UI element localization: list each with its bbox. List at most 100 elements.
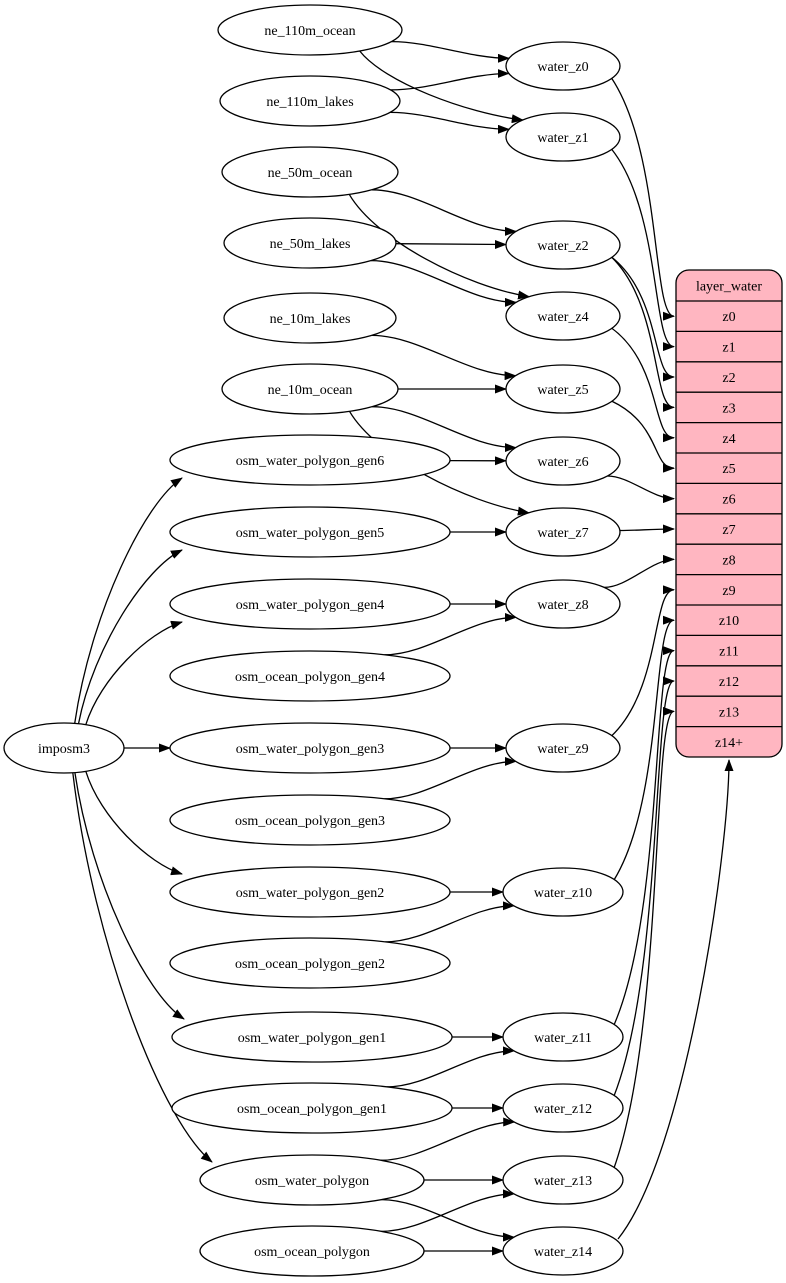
node-ne_10m_ocean: ne_10m_ocean (221, 363, 399, 415)
edge-water_z4-to-z4 (611, 327, 675, 443)
table-row-z13: z13 (719, 705, 739, 720)
node-label: water_z5 (537, 383, 588, 398)
node-label: ne_10m_lakes (270, 312, 351, 327)
node-water_z2: water_z2 (505, 220, 621, 270)
node-water_z10: water_z10 (502, 867, 624, 917)
node-label: water_z6 (537, 455, 588, 470)
node-label: osm_water_polygon (255, 1174, 369, 1189)
edge-water_z6-to-z6 (607, 475, 675, 504)
node-ne_110m_lakes: ne_110m_lakes (219, 75, 401, 127)
edge-water_z1-to-z1 (610, 148, 675, 352)
table-row-z0: z0 (722, 310, 735, 325)
node-ellipse (199, 1154, 425, 1206)
node-label: osm_water_polygon_gen6 (236, 454, 385, 469)
node-label: water_z14 (534, 1245, 592, 1260)
node-ellipse (502, 1155, 624, 1205)
edge-osm_water_polygon-to-water_z12 (380, 1117, 516, 1161)
node-label: osm_water_polygon_gen1 (238, 1031, 387, 1046)
edge-water_z2-to-z3 (611, 256, 675, 412)
edge-osm_ocean_polygon-to-water_z13 (381, 1189, 515, 1233)
node-ellipse (169, 794, 451, 846)
edge-osm_water_polygon-to-water_z14 (381, 1198, 515, 1242)
edge-osm_ocean_polygon_gen2-to-water_z10 (385, 901, 515, 943)
node-ellipse (505, 220, 621, 270)
edge-ne_10m_ocean-to-water_z6 (372, 406, 517, 453)
node-label: osm_water_polygon_gen4 (236, 598, 385, 613)
node-water_z13: water_z13 (502, 1155, 624, 1205)
table-row-z9: z9 (722, 584, 735, 599)
node-water_z4: water_z4 (505, 291, 621, 341)
node-ellipse (3, 722, 125, 774)
table-layer_water: layer_water z0 z1 z2 z3 z4 z5 z6 z7 z8 z9 z10 z11 z12… (675, 269, 783, 758)
node-label: osm_ocean_polygon_gen3 (235, 814, 385, 829)
node-ellipse (502, 867, 624, 917)
edge-imposm3-to-osm_water_polygon (72, 772, 213, 1163)
node-water_z8: water_z8 (505, 579, 621, 629)
node-osm_ocean_polygon_gen2: osm_ocean_polygon_gen2 (169, 937, 451, 989)
table-row-z12: z12 (719, 675, 739, 690)
node-label: water_z13 (534, 1174, 592, 1189)
edge-osm_ocean_polygon_gen4-to-water_z8 (384, 612, 517, 656)
node-label: water_z7 (537, 526, 588, 541)
edge-water_z8-to-z8 (604, 554, 675, 589)
node-ellipse (221, 146, 399, 198)
edge-ne_110m_lakes-to-water_z1 (390, 111, 510, 134)
edge-imposm3-to-osm_water_polygon_gen5 (77, 549, 183, 724)
table-row-z10: z10 (719, 614, 739, 629)
node-water_z11: water_z11 (502, 1012, 624, 1062)
node-ellipse (169, 650, 451, 702)
table-row-z14+: z14+ (715, 736, 743, 751)
edge-osm_ocean_polygon_gen3-to-water_z9 (384, 756, 517, 800)
node-ellipse (219, 75, 401, 127)
edge-water_z14-to-z14+ (617, 759, 734, 1240)
node-water_z7: water_z7 (505, 507, 621, 557)
node-osm_ocean_polygon_gen4: osm_ocean_polygon_gen4 (169, 650, 451, 702)
node-water_z14: water_z14 (502, 1226, 624, 1276)
node-ne_50m_ocean: ne_50m_ocean (221, 146, 399, 198)
node-water_z12: water_z12 (502, 1083, 624, 1133)
edge-imposm3-to-osm_water_polygon_gen2 (85, 771, 183, 876)
node-label: water_z1 (537, 131, 588, 146)
node-osm_water_polygon_gen3: osm_water_polygon_gen3 (169, 722, 451, 774)
edges-layer (72, 40, 734, 1256)
node-water_z1: water_z1 (505, 112, 621, 162)
edge-water_z10-to-z10 (613, 615, 675, 881)
table-row-z6: z6 (722, 493, 735, 508)
node-ellipse (169, 506, 451, 558)
node-ellipse (171, 1011, 453, 1063)
node-label: osm_ocean_polygon_gen2 (235, 957, 385, 972)
node-ellipse (169, 578, 451, 630)
edge-ne_50m_lakes-to-water_z4 (370, 259, 517, 307)
node-label: water_z12 (534, 1102, 592, 1117)
node-label: osm_water_polygon_gen2 (236, 886, 385, 901)
node-ne_50m_lakes: ne_50m_lakes (223, 217, 397, 269)
node-label: osm_water_polygon_gen5 (236, 526, 385, 541)
node-label: imposm3 (38, 742, 90, 757)
node-label: ne_50m_lakes (270, 237, 351, 252)
edge-ne_50m_lakes-to-water_z2 (395, 239, 507, 249)
edge-water_z13-to-z13 (613, 707, 675, 1169)
node-ne_110m_ocean: ne_110m_ocean (217, 4, 403, 56)
node-ellipse (505, 507, 621, 557)
table-row-z8: z8 (722, 553, 735, 568)
node-water_z6: water_z6 (505, 436, 621, 486)
table-row-z5: z5 (722, 462, 735, 477)
node-label: ne_110m_lakes (266, 95, 353, 110)
node-ellipse (505, 291, 621, 341)
node-ellipse (502, 1226, 624, 1276)
node-water_z9: water_z9 (505, 723, 621, 773)
node-ellipse (502, 1083, 624, 1133)
table-row-z7: z7 (722, 523, 735, 538)
node-ellipse (502, 1012, 624, 1062)
edge-ne_110m_lakes-to-water_z0 (390, 69, 510, 91)
node-ellipse (505, 436, 621, 486)
edge-ne_10m_ocean-to-water_z7 (348, 410, 530, 516)
node-osm_water_polygon_gen2: osm_water_polygon_gen2 (169, 866, 451, 918)
node-ellipse (169, 434, 451, 486)
table-row-z1: z1 (722, 341, 735, 356)
node-label: water_z10 (534, 886, 592, 901)
node-label: water_z8 (537, 598, 588, 613)
node-ellipse (169, 866, 451, 918)
edge-water_z5-to-z5 (611, 400, 675, 473)
